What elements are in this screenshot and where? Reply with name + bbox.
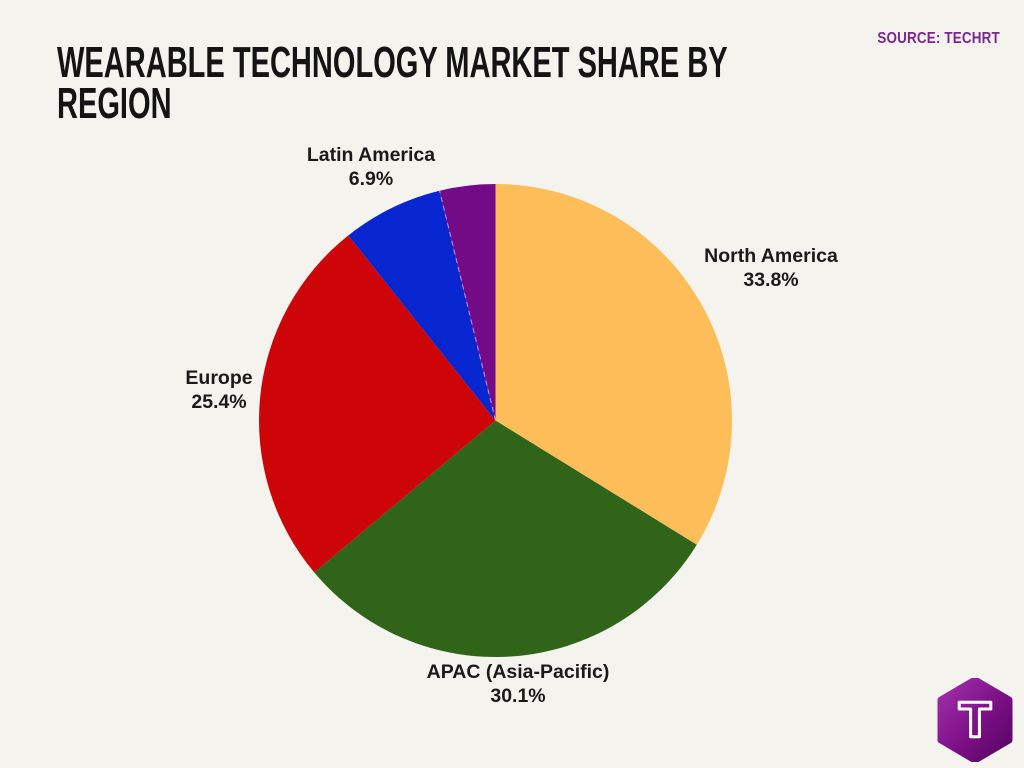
slice-label-pct: 30.1% — [490, 685, 546, 708]
slice-separator-dashed — [439, 190, 496, 421]
logo-hexagon — [937, 678, 1013, 762]
page-title: WEARABLE TECHNOLOGY MARKET SHARE BY REGI… — [57, 38, 728, 129]
page-title-line2: REGION — [57, 79, 172, 129]
slice-label-north-america: North America 33.8% — [651, 244, 891, 293]
pie-slice-unlabeled — [439, 184, 496, 421]
slice-label-pct: 6.9% — [348, 168, 394, 191]
logo-letter: T — [959, 694, 991, 749]
page-title-line1: WEARABLE TECHNOLOGY MARKET SHARE BY — [57, 38, 728, 87]
brand-logo: T — [937, 678, 1013, 762]
slice-label-name: North America — [704, 245, 838, 267]
slice-label-apac: APAC (Asia-Pacific) 30.1% — [388, 660, 648, 709]
pie-slice-latin-america — [348, 190, 496, 421]
slice-label-name: APAC (Asia-Pacific) — [426, 661, 610, 683]
source-credit: SOURCE: TECHRT — [877, 30, 1000, 47]
slice-label-name: Latin America — [306, 144, 436, 166]
slice-label-pct: 25.4% — [191, 391, 247, 414]
pie-slice-apac-asia-pacific — [314, 420, 697, 657]
slice-label-europe: Europe 25.4% — [99, 366, 339, 415]
slice-label-name: Europe — [185, 367, 253, 389]
slice-label-pct: 33.8% — [743, 269, 799, 292]
pie-slice-europe — [258, 235, 496, 573]
slice-label-latin-america: Latin America 6.9% — [251, 143, 491, 192]
pie-slice-north-america — [495, 184, 732, 545]
